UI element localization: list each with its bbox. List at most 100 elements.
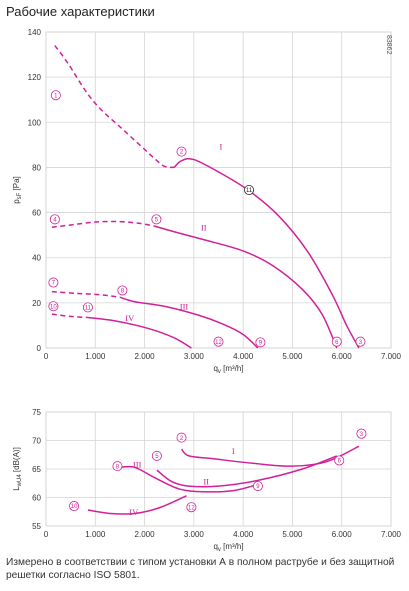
point-marker: 9 bbox=[252, 481, 263, 492]
sound-chart: 0 1.000 2.000 3.000 4.000 5.000 6.000 7.000 55 60… bbox=[12, 408, 402, 553]
point-marker-label: 4 bbox=[53, 217, 57, 223]
point-marker-label: 5 bbox=[155, 217, 159, 223]
y-tick-label: 60 bbox=[32, 209, 41, 218]
series-II-dashed-line bbox=[51, 220, 155, 228]
x-tick-label: 3.000 bbox=[184, 530, 205, 539]
y-tick-label: 65 bbox=[32, 465, 41, 474]
point-marker: 11 bbox=[82, 302, 93, 313]
x-tick-label: 1.000 bbox=[85, 352, 106, 361]
x-tick-label: 5.000 bbox=[282, 530, 303, 539]
point-marker: 4 bbox=[49, 214, 60, 225]
point-marker: 3 bbox=[355, 336, 366, 347]
point-marker: 12 bbox=[213, 336, 224, 347]
x-tick-label: 0 bbox=[44, 352, 49, 361]
series-IV-line bbox=[87, 495, 187, 515]
x-tick-label: 7.000 bbox=[381, 352, 402, 361]
y-tick-label: 40 bbox=[32, 254, 41, 263]
pressure-chart: 0 1.000 2.000 3.000 4.000 5.000 6.000 7.000 0 20 4… bbox=[12, 28, 402, 375]
y-tick-label: 0 bbox=[37, 344, 42, 353]
series-label: III bbox=[133, 459, 142, 469]
series-III-line bbox=[119, 465, 259, 493]
x-tick-label: 7.000 bbox=[381, 530, 402, 539]
x-tick-label: 3.000 bbox=[184, 352, 205, 361]
point-marker: 6 bbox=[334, 455, 345, 466]
point-marker-label: 11 bbox=[85, 305, 92, 311]
point-marker-label: 3 bbox=[359, 340, 363, 346]
point-marker: 8 bbox=[112, 461, 123, 472]
series-I-dashed-line bbox=[54, 45, 175, 169]
x-tick-label: 1.000 bbox=[85, 530, 106, 539]
series-label: IV bbox=[129, 507, 139, 517]
point-marker-label: 5 bbox=[155, 454, 159, 460]
point-marker: 5 bbox=[151, 214, 162, 225]
y-tick-label: 60 bbox=[32, 494, 41, 503]
series-label: III bbox=[180, 302, 189, 312]
x-tick-label: 2.000 bbox=[135, 530, 156, 539]
series-label: IV bbox=[125, 313, 135, 323]
point-marker-label: 8 bbox=[116, 464, 120, 470]
point-marker-label: 10 bbox=[71, 504, 78, 510]
x-tick-label: 4.000 bbox=[233, 530, 254, 539]
point-marker: 1 bbox=[50, 90, 61, 101]
point-marker-label: 7 bbox=[52, 281, 56, 287]
footnote: Измерено в соответствии с типом установк… bbox=[6, 557, 395, 581]
y-tick-label: 70 bbox=[32, 437, 41, 446]
point-marker-label: 8 bbox=[121, 289, 125, 295]
series-label: I bbox=[232, 446, 235, 456]
point-marker: 7 bbox=[48, 277, 59, 288]
point-marker: 9 bbox=[255, 337, 266, 348]
y-tick-label: 75 bbox=[32, 408, 41, 417]
point-marker-label: 10 bbox=[50, 304, 57, 310]
series-label: II bbox=[201, 223, 207, 233]
x-tick-label: 6.000 bbox=[332, 352, 353, 361]
point-marker: 8 bbox=[117, 285, 128, 296]
series-label: II bbox=[203, 476, 209, 486]
point-marker-label: 1 bbox=[54, 93, 58, 99]
y-tick-label: 55 bbox=[32, 522, 41, 531]
point-marker: 3 bbox=[356, 428, 367, 439]
x-axis-label: qv [m³/h] bbox=[213, 542, 243, 553]
point-marker: 10 bbox=[69, 501, 80, 512]
point-marker-label: 2 bbox=[180, 150, 184, 156]
y-tick-label: 80 bbox=[32, 163, 41, 172]
x-tick-label: 2.000 bbox=[135, 352, 156, 361]
series-IV-line bbox=[87, 316, 192, 349]
series-label: I bbox=[220, 141, 223, 151]
chart-code: 83862 bbox=[385, 35, 392, 55]
point-marker: 5 bbox=[151, 450, 162, 461]
y-tick-label: 20 bbox=[32, 299, 41, 308]
point-marker-label: 12 bbox=[215, 340, 222, 346]
point-marker: 6 bbox=[331, 336, 342, 347]
point-marker-label: 11 bbox=[246, 188, 253, 194]
point-marker-label: 2 bbox=[180, 436, 184, 442]
series-I-line bbox=[180, 445, 360, 467]
plot-frame bbox=[45, 31, 392, 349]
y-tick-label: 140 bbox=[28, 28, 42, 37]
point-marker: 2 bbox=[176, 432, 187, 443]
series-III-line bbox=[119, 296, 259, 349]
x-tick-label: 6.000 bbox=[332, 530, 353, 539]
point-marker-label: 12 bbox=[188, 505, 195, 511]
x-tick-label: 4.000 bbox=[233, 352, 254, 361]
x-tick-label: 0 bbox=[44, 530, 49, 539]
y-axis-label: LwU4 [dB(A)] bbox=[12, 447, 23, 491]
x-tick-label: 5.000 bbox=[282, 352, 303, 361]
series-III-dashed-line bbox=[51, 290, 121, 298]
page-title: Рабочие характеристики bbox=[6, 4, 155, 19]
series-II-line bbox=[154, 225, 338, 349]
point-marker-label: 6 bbox=[335, 340, 339, 346]
y-axis-label: psF [Pa] bbox=[12, 176, 23, 204]
point-marker: 12 bbox=[186, 502, 197, 513]
point-marker-label: 6 bbox=[338, 459, 342, 465]
point-marker: 11 bbox=[244, 184, 255, 195]
point-marker-label: 9 bbox=[259, 340, 263, 346]
y-tick-label: 100 bbox=[28, 118, 42, 127]
series-I-line bbox=[173, 157, 360, 349]
series-IV-dashed-line bbox=[51, 313, 88, 319]
y-tick-label: 120 bbox=[28, 73, 42, 82]
point-marker-label: 9 bbox=[256, 484, 260, 490]
series-II-line bbox=[156, 455, 338, 488]
point-marker: 2 bbox=[176, 146, 187, 157]
x-axis-label: qv [m³/h] bbox=[213, 364, 243, 375]
point-marker: 10 bbox=[48, 301, 59, 312]
